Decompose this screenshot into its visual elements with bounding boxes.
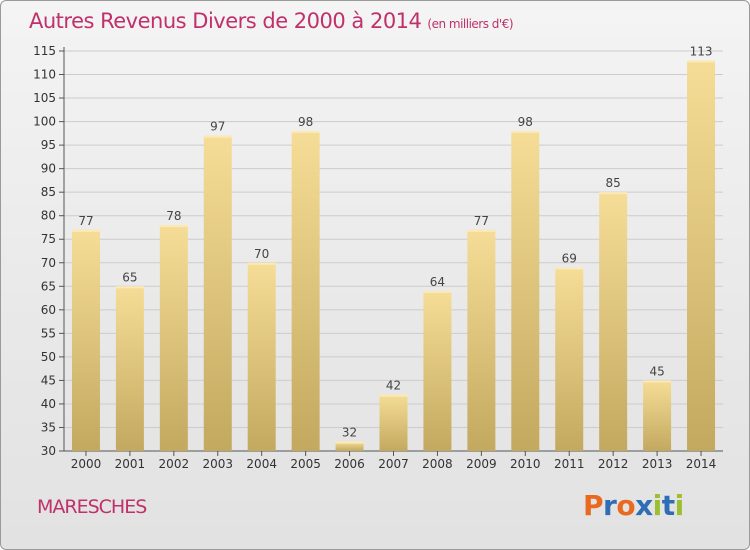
- bar-highlight: [291, 131, 320, 133]
- bar-highlight: [203, 135, 232, 138]
- x-tick-label: 2009: [466, 457, 497, 471]
- y-tick-label: 30: [41, 444, 56, 458]
- data-label-2008: 64: [430, 275, 445, 289]
- data-label-2004: 70: [254, 247, 269, 261]
- x-tick-label: 2000: [71, 457, 102, 471]
- bar-2013: [643, 380, 672, 451]
- bar-2007: [379, 394, 408, 451]
- y-tick-label: 95: [41, 138, 56, 152]
- bar-2000: [71, 229, 100, 451]
- y-tick-label: 110: [33, 68, 56, 82]
- data-label-2006: 32: [342, 426, 357, 440]
- bar-2012: [599, 192, 628, 452]
- y-tick-label: 70: [41, 256, 56, 270]
- y-tick-label: 85: [41, 185, 56, 199]
- y-tick-label: 65: [41, 279, 56, 293]
- bar-highlight: [335, 441, 364, 444]
- bar-2008: [423, 291, 452, 451]
- bar-highlight: [467, 229, 496, 232]
- x-tick-label: 2006: [334, 457, 365, 471]
- x-axis-ticks: 2000 2001 2002 2003 2004 2005 2006 2007 2008 2009…: [71, 451, 717, 471]
- data-label-2010: 98: [518, 115, 533, 129]
- logo-letter: t: [661, 489, 675, 522]
- bar-2009: [467, 229, 496, 451]
- logo-letter: P: [583, 489, 604, 522]
- bars: [71, 60, 716, 452]
- bar-2011: [555, 267, 584, 451]
- y-tick-label: 105: [33, 91, 56, 105]
- y-axis-ticks: 30 35 40 45 50 55 60 65 70 75 80 85 90 95 100 105 110 115: [33, 44, 64, 458]
- bar-highlight: [115, 286, 144, 289]
- bar-2004: [247, 262, 276, 451]
- x-tick-label: 2011: [554, 457, 585, 471]
- bar-2006: [335, 441, 364, 451]
- logo-letter: i: [652, 489, 663, 522]
- y-tick-label: 80: [41, 209, 56, 223]
- data-label-2002: 78: [166, 209, 181, 223]
- bar-highlight: [643, 380, 672, 383]
- logo-letter: r: [603, 489, 617, 522]
- logo-letter: o: [616, 489, 636, 522]
- bar-2005: [291, 131, 320, 451]
- chart-title-text: Autres Revenus Divers de 2000 à 2014: [29, 9, 422, 33]
- data-label-2007: 42: [386, 379, 401, 393]
- y-tick-label: 75: [41, 232, 56, 246]
- bar-highlight: [379, 394, 408, 397]
- chart-title: Autres Revenus Divers de 2000 à 2014 (en …: [29, 9, 514, 33]
- bar-highlight: [71, 229, 100, 232]
- bar-highlight: [599, 192, 628, 195]
- data-label-2014: 113: [690, 44, 713, 58]
- y-tick-label: 55: [41, 326, 56, 340]
- data-label-2012: 85: [606, 176, 621, 190]
- y-tick-label: 60: [41, 303, 56, 317]
- data-label-2009: 77: [474, 214, 489, 228]
- bar-2001: [115, 286, 144, 451]
- logo-letter: i: [674, 489, 685, 522]
- bar-2010: [511, 131, 540, 451]
- y-tick-label: 90: [41, 162, 56, 176]
- x-tick-label: 2002: [159, 457, 190, 471]
- bar-highlight: [687, 60, 716, 63]
- x-tick-label: 2007: [378, 457, 409, 471]
- y-tick-label: 100: [33, 115, 56, 129]
- data-labels: 77 65 78 97 70 98 32 42 64 77 98 69 85 45 113: [78, 44, 712, 439]
- data-label-2000: 77: [78, 214, 93, 228]
- bar-highlight: [511, 131, 540, 133]
- location-label: MARESCHES: [37, 496, 147, 518]
- x-tick-label: 2003: [202, 457, 233, 471]
- data-label-2003: 97: [210, 120, 225, 134]
- x-tick-label: 2001: [115, 457, 146, 471]
- x-tick-label: 2010: [510, 457, 541, 471]
- y-tick-label: 50: [41, 350, 56, 364]
- bar-2014: [687, 60, 716, 451]
- chart-unit: (en milliers d'€): [427, 17, 514, 31]
- x-tick-label: 2005: [290, 457, 321, 471]
- bar-highlight: [247, 262, 276, 265]
- proxiti-logo: Proxiti: [583, 489, 684, 522]
- y-tick-label: 40: [41, 397, 56, 411]
- x-tick-label: 2008: [422, 457, 453, 471]
- bar-highlight: [423, 291, 452, 293]
- logo-letter: x: [635, 489, 653, 522]
- y-tick-label: 35: [41, 420, 56, 434]
- data-label-2005: 98: [298, 115, 313, 129]
- y-tick-label: 45: [41, 373, 56, 387]
- x-tick-label: 2012: [598, 457, 629, 471]
- bar-2002: [159, 225, 188, 451]
- x-tick-label: 2014: [686, 457, 717, 471]
- y-tick-label: 115: [33, 44, 56, 58]
- data-label-2013: 45: [649, 364, 664, 378]
- x-tick-label: 2013: [642, 457, 673, 471]
- bar-2003: [203, 135, 232, 452]
- bar-highlight: [555, 267, 584, 270]
- x-tick-label: 2004: [246, 457, 277, 471]
- bar-highlight: [159, 225, 188, 228]
- data-label-2001: 65: [122, 270, 137, 284]
- data-label-2011: 69: [562, 251, 577, 265]
